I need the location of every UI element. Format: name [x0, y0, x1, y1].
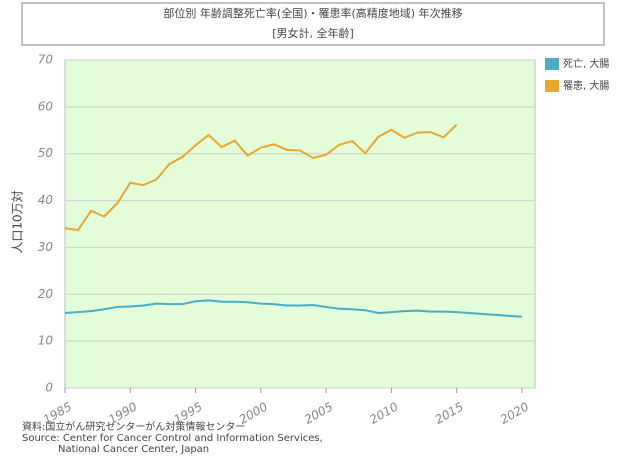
y-tick-label: 10	[38, 334, 54, 348]
x-tick-label: 2010	[367, 399, 401, 427]
y-tick-label: 0	[45, 381, 53, 395]
plot-area	[64, 59, 536, 389]
legend-swatch	[545, 80, 559, 92]
series-line	[64, 299, 523, 318]
source: Source: Center for Cancer Control and In…	[22, 433, 323, 444]
series-line	[64, 123, 458, 232]
title-box	[21, 2, 605, 46]
legend-label: 死亡, 大腸	[563, 57, 609, 70]
legend-swatch	[545, 58, 559, 70]
x-tick-label: 2000	[237, 399, 271, 427]
chart-title: 部位別 年齢調整死亡率(全国)・罹患率(高精度地域) 年次推移	[163, 6, 462, 20]
y-tick-label: 50	[38, 146, 54, 160]
x-tick-label: 2015	[432, 400, 465, 427]
source: 資料:国立がん研究センターがん対策情報センター	[22, 420, 245, 433]
source: National Cancer Center, Japan	[58, 444, 209, 455]
y-axis-label: 人口10万対	[11, 190, 25, 253]
y-tick-label: 40	[38, 193, 54, 207]
chart-subtitle: [男女計, 全年齢]	[272, 26, 354, 40]
y-tick-label: 70	[38, 53, 54, 67]
y-tick-label: 20	[38, 287, 54, 301]
x-tick-label: 2005	[302, 400, 335, 427]
y-tick-label: 30	[38, 240, 54, 254]
x-tick-label: 2020	[498, 399, 532, 427]
y-tick-label: 60	[38, 99, 54, 113]
legend-label: 罹患, 大腸	[563, 79, 609, 92]
